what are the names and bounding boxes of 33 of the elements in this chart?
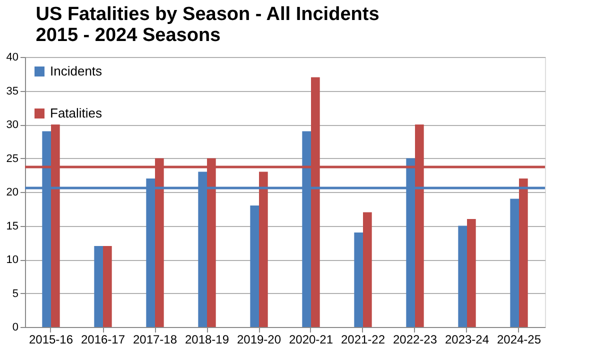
bar [510,198,519,327]
x-tick-label: 2021-22 [340,332,386,346]
x-tick-label: 2024-25 [496,332,542,346]
bar [250,206,259,327]
y-tick-label: 30 [6,119,18,131]
legend-label: Fatalities [50,106,103,120]
y-tick-label: 25 [6,152,18,165]
y-tick-label: 10 [6,254,18,266]
y-tick-label: 35 [6,85,18,98]
legend-label: Incidents [50,64,103,78]
x-tick-label: 2015-16 [28,332,74,346]
x-tick-label: 2022-23 [392,332,438,346]
x-tick-label: 2018-19 [184,332,230,346]
x-tick-label: 2020-21 [288,332,334,346]
x-tick-label: 2017-18 [132,332,178,346]
bar [94,246,103,327]
x-tick-label: 2023-24 [444,332,490,346]
x-tick-label: 2016-17 [80,332,126,346]
y-tick-label: 20 [6,186,18,198]
bar [467,219,476,327]
bar [354,232,363,327]
text: US Fatalities by Season - All Incidents [36,4,380,25]
y-tick-label: 5 [12,288,18,300]
bar [363,212,372,327]
x-tick-label: 2019-20 [236,332,282,346]
bar [458,226,467,327]
text: 2015 - 2024 Seasons [36,25,221,46]
bar [259,172,268,327]
y-tick-label: 0 [12,322,18,334]
y-tick-label: 15 [6,220,18,232]
bar [103,246,112,327]
bar [519,178,528,327]
y-tick-label: 40 [6,52,18,64]
